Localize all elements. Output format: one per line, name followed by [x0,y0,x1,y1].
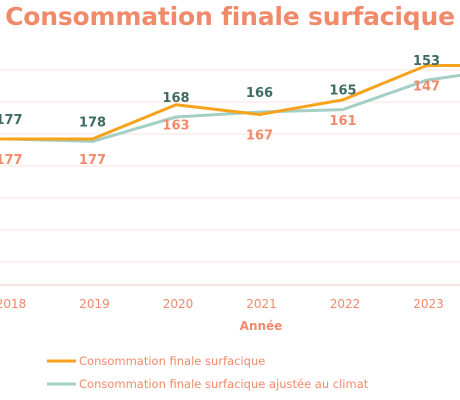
x-tick-label: 2023 [413,297,444,311]
chart-title: Consommation finale surfacique [5,2,455,31]
x-tick-label: 2019 [79,297,110,311]
data-label: 147 [413,80,440,95]
series-line-1 [0,73,460,143]
data-label: 163 [162,119,189,134]
data-label: 161 [329,114,356,129]
data-label: 153 [413,54,440,69]
gridlines [0,69,460,286]
data-label: 177 [0,113,23,128]
x-tick-label: 2020 [163,297,194,311]
legend: Consommation finale surfacique Consommati… [47,354,369,391]
legend-label: Consommation finale surfacique [79,354,265,368]
data-label: 177 [79,153,106,168]
legend-label: Consommation finale surfacique ajustée a… [79,377,369,391]
data-label: 168 [162,91,189,106]
data-label: 167 [246,129,273,144]
series-lines [0,64,460,143]
series-line-0 [0,64,460,141]
data-label: 165 [329,84,356,99]
x-axis-label: Année [240,319,283,333]
data-label: 178 [79,115,106,130]
data-label: 166 [246,86,273,101]
x-axis-ticks: 2018 2019 2020 2021 2022 2023 [0,297,444,311]
x-tick-label: 2022 [330,297,361,311]
data-label: 177 [0,153,23,168]
data-labels: 177 177 163 167 161 147 177 178 168 166 165 153 [0,54,440,168]
x-tick-label: 2021 [246,297,277,311]
x-tick-label: 2018 [0,297,26,311]
